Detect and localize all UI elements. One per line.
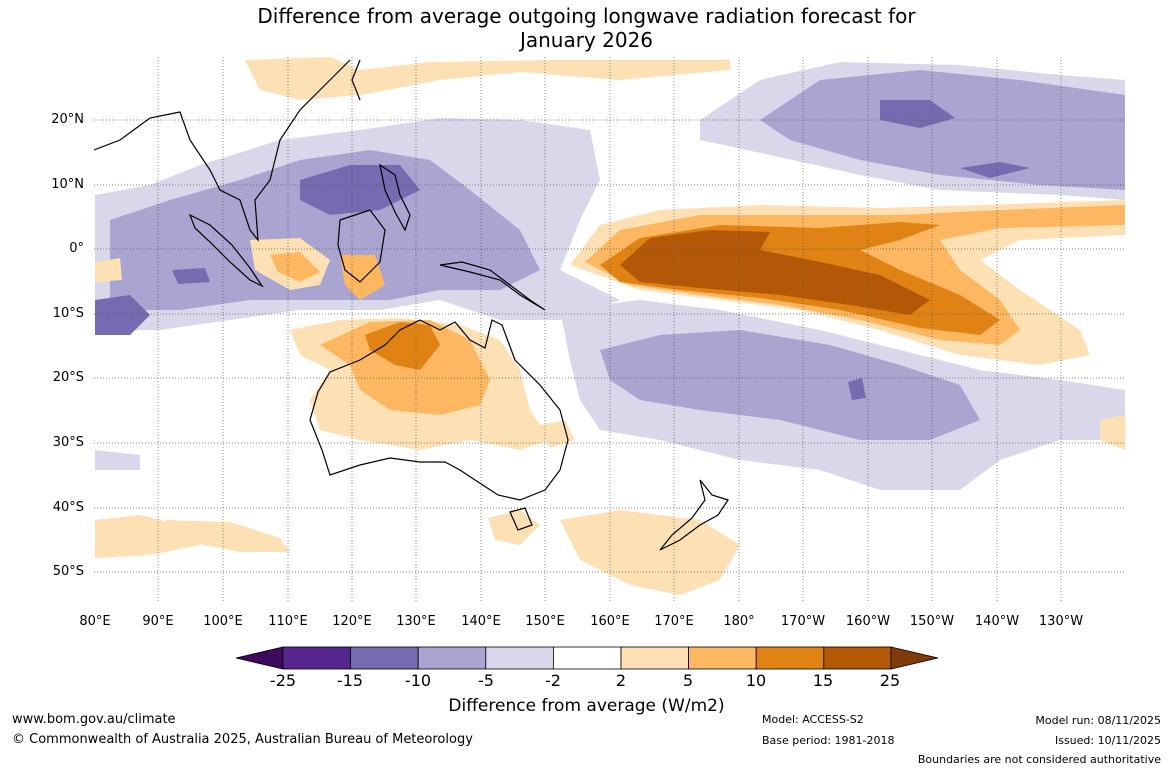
north-pacific-negative-core	[760, 70, 1125, 190]
sumatra-coast	[188, 213, 264, 288]
lon-label: 180°	[723, 614, 755, 629]
lon-label: 130°W	[1038, 614, 1084, 629]
lon-label: 150°E	[525, 614, 565, 629]
colorbar-bin	[688, 646, 757, 670]
colorbar-bin	[620, 646, 689, 670]
lat-label: 20°N	[51, 112, 84, 127]
lon-label: 130°E	[396, 614, 436, 629]
model-name: Model: ACCESS-S2	[762, 713, 864, 726]
anomaly-field	[94, 57, 1125, 602]
colorbar-title: Difference from average (W/m2)	[448, 696, 725, 716]
lat-label: 20°S	[52, 370, 84, 385]
philippines-coast	[379, 163, 411, 232]
colorbar-bin	[485, 646, 554, 670]
colorbar-bin	[755, 646, 825, 670]
lon-label: 90°E	[142, 614, 174, 629]
map-title: Difference from average outgoing longwav…	[0, 4, 1173, 52]
lat-label: 50°S	[52, 564, 84, 579]
colorbar-bin	[823, 646, 892, 670]
lon-label: 160°E	[590, 614, 630, 629]
lon-label: 170°E	[654, 614, 694, 629]
equatorial-pacific-positive-core	[620, 230, 930, 315]
colorbar-bin	[282, 646, 351, 670]
lon-label: 170°W	[780, 614, 826, 629]
copyright: © Commonwealth of Australia 2025, Austra…	[12, 732, 473, 747]
lon-label: 120°E	[332, 614, 372, 629]
lon-label: 80°E	[79, 614, 111, 629]
lat-label: 10°N	[51, 177, 84, 192]
lat-label: 0°	[69, 241, 84, 256]
new-zealand-coast	[659, 479, 729, 551]
borneo-coast	[337, 209, 386, 283]
colorbar	[235, 646, 939, 670]
japan-coast	[351, 59, 361, 101]
colorbar-bin	[350, 646, 419, 670]
colorbar-extend-high	[890, 646, 939, 670]
lon-label: 140°E	[461, 614, 501, 629]
lat-label: 10°S	[52, 306, 84, 321]
new-guinea-coast	[439, 261, 546, 311]
colorbar-tick: 5	[682, 671, 694, 690]
colorbar-tick: 15	[812, 671, 834, 690]
model-run: Model run: 08/11/2025	[1035, 714, 1161, 727]
colorbar-bin	[417, 646, 487, 670]
lon-label: 140°W	[974, 614, 1020, 629]
title-line-1: Difference from average outgoing longwav…	[257, 4, 916, 28]
australia-coast	[309, 319, 569, 501]
tasmania-coast	[509, 507, 533, 531]
colorbar-extend-low	[235, 646, 284, 670]
lat-label: 40°S	[52, 500, 84, 515]
asia-coast	[94, 59, 351, 242]
colorbar-tick: 10	[745, 671, 767, 690]
website-link[interactable]: www.bom.gov.au/climate	[12, 712, 176, 727]
colorbar-tick: 2	[615, 671, 627, 690]
colorbar-tick: -2	[545, 671, 561, 690]
colorbar-tick: -10	[404, 671, 432, 690]
colorbar-tick: -5	[478, 671, 494, 690]
lon-label: 110°E	[268, 614, 308, 629]
issued-date: Issued: 10/11/2025	[1054, 734, 1161, 747]
colorbar-tick: -15	[336, 671, 364, 690]
lon-label: 100°E	[203, 614, 243, 629]
lon-label: 150°W	[909, 614, 955, 629]
lon-label: 160°W	[845, 614, 891, 629]
colorbar-bin	[553, 646, 622, 670]
base-period: Base period: 1981-2018	[762, 734, 895, 747]
colorbar-tick: 25	[879, 671, 901, 690]
title-line-2: January 2026	[519, 28, 654, 52]
maritime-continent-negative-core	[110, 150, 540, 310]
colorbar-tick: -25	[269, 671, 297, 690]
coastlines	[94, 59, 729, 551]
lat-label: 30°S	[52, 435, 84, 450]
south-pacific-negative-core	[600, 330, 980, 440]
disclaimer: Boundaries are not considered authoritat…	[917, 753, 1161, 766]
